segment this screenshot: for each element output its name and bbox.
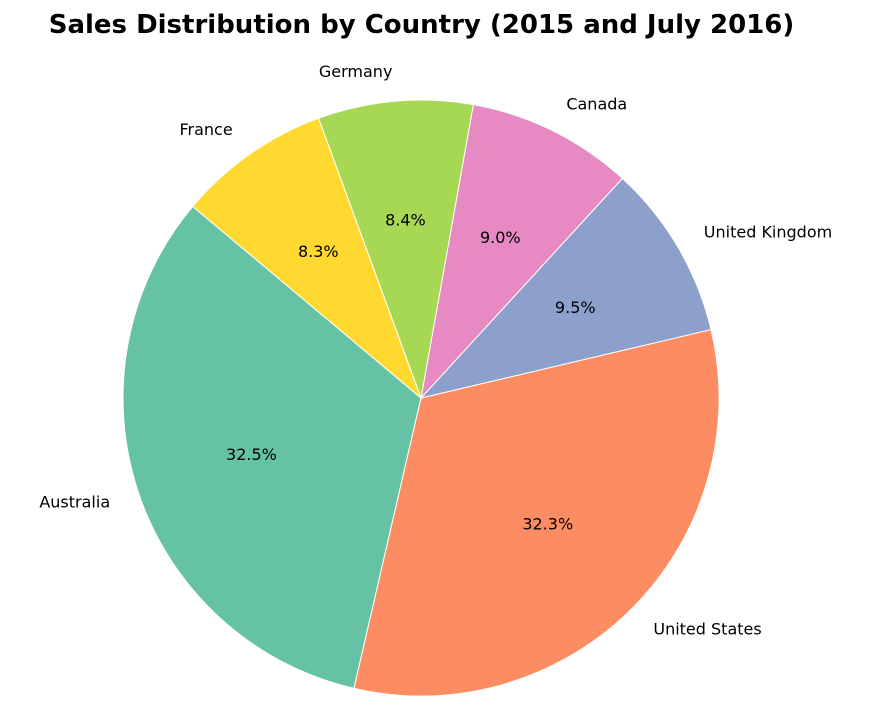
pie-percent-label-australia: 32.5% bbox=[226, 445, 277, 464]
pie-slice-united-states bbox=[353, 328, 720, 697]
pie-category-label-united-kingdom: United Kingdom bbox=[704, 223, 832, 242]
pie-category-label-united-states: United States bbox=[653, 620, 761, 639]
pie-slice-canada bbox=[420, 104, 624, 400]
pie-percent-label-canada: 9.0% bbox=[480, 228, 521, 247]
pie-percent-label-france: 8.3% bbox=[298, 242, 339, 261]
pie-slice-france bbox=[192, 117, 423, 400]
pie-percent-label-united-states: 32.3% bbox=[522, 515, 573, 534]
pie-labels: 32.5% Australia 32.3% United States 9.5% Unit… bbox=[39, 62, 832, 639]
pie-slice-germany bbox=[317, 99, 474, 400]
pie-category-label-canada: Canada bbox=[566, 95, 627, 114]
pie-slice-united-kingdom bbox=[419, 177, 712, 399]
pie-category-label-france: France bbox=[179, 120, 232, 139]
pie-category-label-australia: Australia bbox=[39, 493, 110, 512]
pie-percent-label-united-kingdom: 9.5% bbox=[555, 298, 596, 317]
pie-slices bbox=[122, 99, 720, 697]
pie-percent-label-germany: 8.4% bbox=[385, 210, 426, 229]
pie-category-label-germany: Germany bbox=[319, 62, 393, 81]
chart-title: Sales Distribution by Country (2015 and … bbox=[48, 10, 795, 40]
pie-slice-australia bbox=[122, 205, 422, 689]
